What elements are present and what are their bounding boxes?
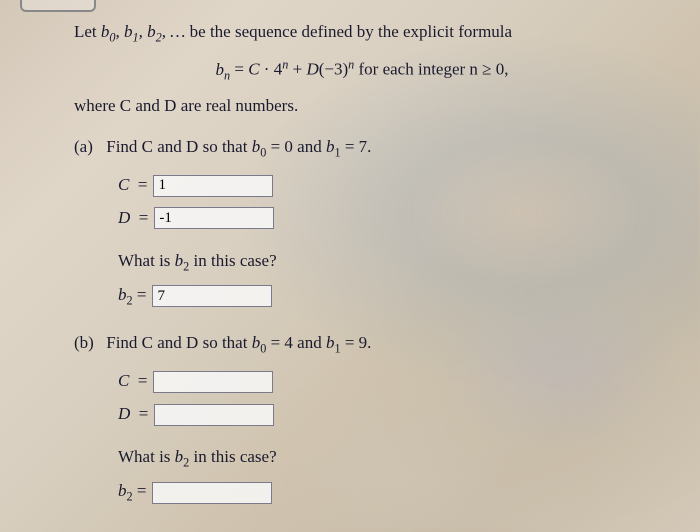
part-b-label: (b) (74, 329, 102, 358)
part-a-question: What is b2 in this case? (118, 247, 650, 277)
part-b-C-input[interactable] (153, 371, 273, 393)
part-b: (b) Find C and D so that b0 = 4 and b1 =… (74, 329, 650, 359)
part-a-b2-input[interactable] (152, 285, 272, 307)
part-b-b2-input[interactable] (152, 482, 272, 504)
part-b-D-row: D = (118, 400, 650, 429)
part-a-prompt: Find C and D so that b0 = 0 and b1 = 7. (106, 137, 371, 156)
D-label-b: D = (118, 400, 148, 429)
part-a-label: (a) (74, 133, 102, 162)
intro-seq: b0, b1, b2, … (101, 22, 186, 41)
part-a-C-row: C = (118, 171, 650, 200)
C-label: C = (118, 171, 147, 200)
part-b-D-input[interactable] (154, 404, 274, 426)
C-label-b: C = (118, 367, 147, 396)
part-b-question: What is b2 in this case? (118, 443, 650, 473)
explicit-formula: bn = C · 4n + D(−3)n for each integer n … (74, 54, 650, 86)
intro-line: Let b0, b1, b2, … be the sequence define… (74, 18, 650, 48)
b2-label-b: b2 = (118, 477, 146, 507)
formula-cond: for each integer n ≥ 0, (354, 60, 508, 79)
problem-content: Let b0, b1, b2, … be the sequence define… (0, 0, 700, 508)
where-line: where C and D are real numbers. (74, 92, 650, 121)
part-a: (a) Find C and D so that b0 = 0 and b1 =… (74, 133, 650, 163)
b2-label: b2 = (118, 281, 146, 311)
D-label: D = (118, 204, 148, 233)
part-b-b2-row: b2 = (118, 477, 650, 507)
intro-pre: Let (74, 22, 101, 41)
part-a-D-row: D = (118, 204, 650, 233)
part-b-C-row: C = (118, 367, 650, 396)
part-a-C-input[interactable] (153, 175, 273, 197)
intro-post: be the sequence defined by the explicit … (185, 22, 512, 41)
part-b-prompt: Find C and D so that b0 = 4 and b1 = 9. (106, 333, 371, 352)
part-a-D-input[interactable] (154, 207, 274, 229)
part-a-b2-row: b2 = (118, 281, 650, 311)
